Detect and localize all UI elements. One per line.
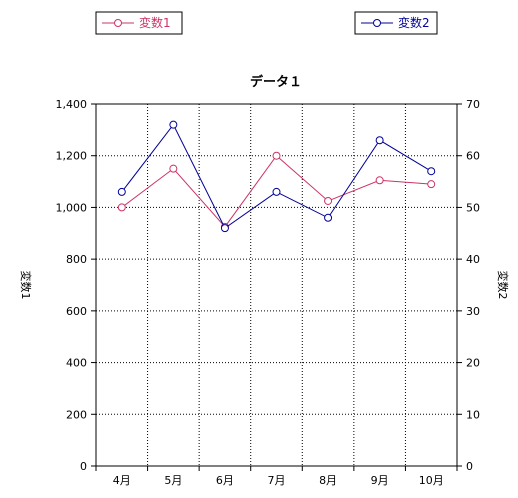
series-2-point — [272, 187, 281, 196]
series-1-point — [272, 151, 281, 160]
x-tick-label: 10月 — [419, 474, 444, 487]
series-2-point — [427, 167, 436, 176]
y-right-tick-label: 40 — [466, 253, 480, 266]
y-right-tick-label: 70 — [466, 98, 480, 111]
x-tick-label: 4月 — [113, 474, 131, 487]
series-1-point — [324, 196, 333, 205]
y-left-tick-label: 600 — [66, 305, 87, 318]
legend-box-2 — [354, 11, 438, 35]
y-left-tick-label: 1,200 — [56, 150, 88, 163]
y-left-tick-label: 400 — [66, 357, 87, 370]
x-tick-label: 9月 — [371, 474, 389, 487]
series-2-point — [324, 213, 333, 222]
axes — [91, 103, 462, 471]
series-group — [117, 120, 436, 233]
y-left-tick-label: 800 — [66, 253, 87, 266]
x-tick-label: 6月 — [216, 474, 234, 487]
series-1-point — [375, 176, 384, 185]
plot-frame — [95, 103, 458, 467]
legend-marker-2 — [373, 19, 381, 27]
series-1-point — [427, 180, 436, 189]
x-tick-label: 5月 — [164, 474, 182, 487]
y-left-tick-label: 0 — [80, 460, 87, 473]
y-right-tick-label: 0 — [466, 460, 473, 473]
y-right-tick-label: 30 — [466, 305, 480, 318]
series-1-point — [117, 203, 126, 212]
legend-series-1: 変数1 — [95, 11, 183, 35]
tick-labels: 0 0 200 10 400 20 600 30 800 40 1,000 50 1,200 60 1,40… — [56, 98, 481, 487]
legend-box-1 — [95, 11, 183, 35]
legend-label-1: 変数1 — [139, 15, 171, 30]
y-right-tick-label: 10 — [466, 408, 480, 421]
series-2-point — [375, 136, 384, 145]
x-tick-label: 7月 — [268, 474, 286, 487]
legend-marker-1 — [114, 19, 122, 27]
series-1-point — [169, 164, 178, 173]
y-left-tick-label: 1,000 — [56, 201, 88, 214]
y-left-tick-label: 1,400 — [56, 98, 88, 111]
series-2-point — [117, 187, 126, 196]
series-2-point — [220, 224, 229, 233]
x-tick-label: 8月 — [319, 474, 337, 487]
series-line-2 — [121, 123, 432, 229]
series-2-point — [169, 120, 178, 129]
y-left-axis-title: 変数1 — [19, 271, 33, 300]
y-right-tick-label: 20 — [466, 357, 480, 370]
chart-title: データ１ — [250, 74, 302, 90]
y-left-tick-label: 200 — [66, 408, 87, 421]
legend-series-2: 変数2 — [354, 11, 438, 35]
y-right-axis-title: 変数2 — [496, 271, 510, 300]
y-right-tick-label: 50 — [466, 201, 480, 214]
y-right-tick-label: 60 — [466, 150, 480, 163]
legend-label-2: 変数2 — [398, 15, 430, 30]
